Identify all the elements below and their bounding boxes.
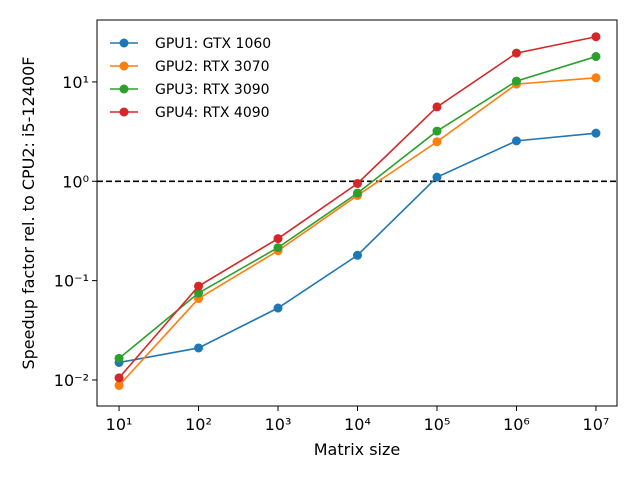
y-axis-label: Speedup factor rel. to CPU2: i5-12400F	[19, 56, 38, 369]
data-point	[194, 281, 204, 291]
x-tick-label: 10⁴	[344, 415, 371, 434]
data-point	[114, 353, 124, 363]
data-point	[352, 188, 362, 198]
y-tick-label: 10⁻¹	[54, 272, 89, 291]
legend-marker	[119, 61, 129, 71]
x-tick-label: 10⁶	[503, 415, 530, 434]
x-tick-label: 10¹	[106, 415, 133, 434]
data-point	[273, 243, 283, 253]
data-point	[511, 76, 521, 86]
data-point	[511, 48, 521, 58]
data-point	[591, 128, 601, 138]
x-tick-label: 10⁷	[583, 415, 610, 434]
data-point	[114, 373, 124, 383]
y-tick-label: 10¹	[62, 73, 89, 92]
legend-marker	[119, 38, 129, 48]
data-point	[432, 137, 442, 147]
data-point	[591, 32, 601, 42]
x-axis-label: Matrix size	[314, 440, 400, 459]
y-tick-label: 10⁻²	[54, 371, 89, 390]
plot-frame	[96, 19, 618, 407]
series-line	[118, 77, 597, 387]
y-tick-label: 10⁰	[62, 172, 89, 191]
data-point	[114, 380, 124, 390]
legend-marker	[119, 84, 129, 94]
data-point	[352, 250, 362, 260]
legend-label: GPU3: RTX 3090	[155, 82, 270, 98]
legend-label: GPU2: RTX 3070	[155, 59, 270, 75]
data-point	[432, 172, 442, 182]
data-point	[194, 343, 204, 353]
x-tick-label: 10⁵	[424, 415, 451, 434]
series-line	[118, 132, 597, 364]
data-point	[194, 288, 204, 298]
data-point	[352, 178, 362, 188]
x-tick-label: 10²	[185, 415, 212, 434]
x-tick-label: 10³	[265, 415, 292, 434]
data-point	[273, 303, 283, 313]
legend-label: GPU4: RTX 4090	[155, 105, 270, 121]
data-point	[591, 52, 601, 62]
data-point	[432, 126, 442, 136]
legend-label: GPU1: GTX 1060	[155, 36, 271, 52]
data-point	[432, 102, 442, 112]
legend-marker	[119, 107, 129, 117]
data-point	[511, 136, 521, 146]
data-point	[273, 234, 283, 244]
data-point	[591, 73, 601, 83]
series-line	[118, 55, 597, 359]
